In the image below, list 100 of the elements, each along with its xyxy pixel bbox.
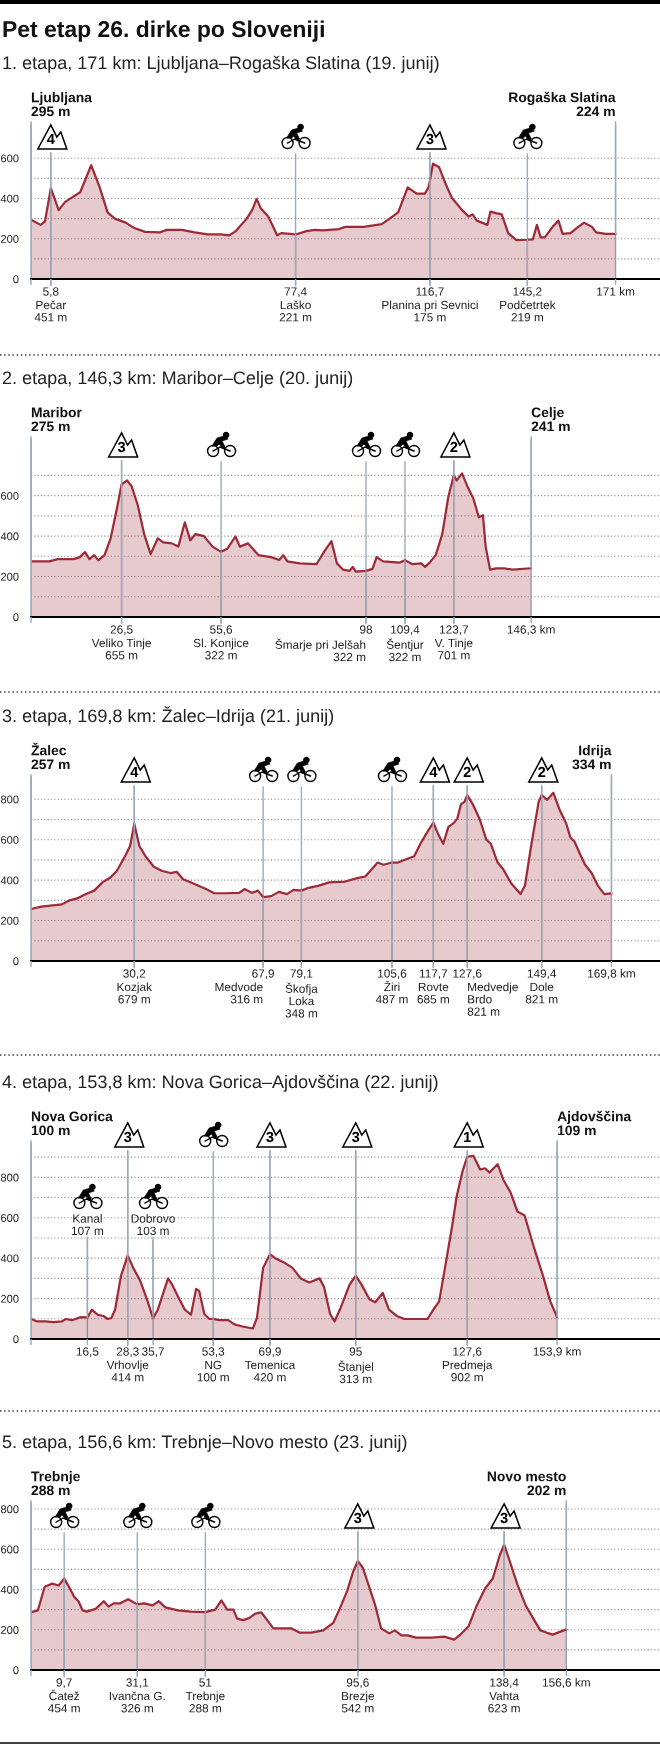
x-tick-label: 16,5 [76, 1347, 99, 1358]
y-tick-label: 400 [0, 1585, 19, 1594]
annotation: 1 [464, 1131, 471, 1142]
x-tick-label: 95,6 [346, 1678, 369, 1689]
chart-subtitle: 2. etapa, 146,3 km: Maribor–Celje (20. junij) [2, 370, 353, 388]
y-tick-label: 800 [0, 795, 19, 804]
annotation: Idrija 334 m [572, 745, 612, 770]
y-tick-label: 200 [1, 1626, 19, 1634]
annotation: 2 [463, 766, 471, 777]
annotation: Ivančna G. 326 m [109, 1691, 165, 1713]
x-tick-label: 169,8 km [588, 969, 635, 980]
x-tick-label: 123,7 [440, 625, 469, 636]
x-tick-label: 79,1 [290, 969, 313, 980]
y-tick-label: 800 [0, 1505, 19, 1514]
annotation: 2 [450, 441, 458, 452]
annotation: 3 [352, 1131, 360, 1143]
y-tick-label: 200 [1, 235, 19, 243]
annotation: Veliko Tinje 655 m [91, 638, 151, 660]
annotation: Vrhovlje 414 m [106, 1360, 149, 1382]
annotation: Dobrovo 103 m [131, 1214, 175, 1236]
annotation: Brezje 542 m [341, 1691, 375, 1713]
x-tick-label: 67,9 [252, 969, 275, 980]
annotation: Šentjur 322 m [386, 638, 424, 662]
y-tick-label: 600 [1, 1545, 19, 1554]
y-tick-label: 400 [0, 1254, 19, 1263]
annotation: 3 [117, 441, 126, 453]
annotation: Žalec 257 m [31, 742, 70, 770]
annotation: Trebnje 288 m [31, 1471, 80, 1496]
x-tick-label: 138,4 [490, 1678, 519, 1689]
annotation: Ljubljana 295 m [31, 92, 93, 117]
y-tick-label: 0 [13, 957, 19, 966]
chart-subtitle: 5. etapa, 156,6 km: Trebnje–Novo mesto (23. junij) [2, 1434, 407, 1452]
annotation: 3 [426, 133, 434, 145]
x-tick-label: 35,7 [142, 1347, 164, 1358]
y-tick-label: 400 [0, 532, 19, 541]
annotation: NG 100 m [197, 1360, 229, 1382]
x-tick-label: 109,4 [391, 625, 420, 636]
annotation: 3 [354, 1512, 362, 1524]
x-tick-label: 31,1 [126, 1678, 149, 1689]
annotation: 4 [130, 766, 139, 777]
y-tick-label: 800 [0, 1173, 19, 1182]
y-tick-label: 200 [1, 1294, 19, 1303]
annotation: Rogaška Slatina 224 m [509, 91, 616, 117]
x-tick-label: 5,8 [43, 287, 59, 298]
y-tick-label: 200 [1, 916, 19, 925]
x-tick-label: 127,6 [453, 969, 482, 980]
y-tick-label: 400 [0, 876, 19, 885]
annotation: Temenica 420 m [244, 1360, 296, 1382]
annotation: Čatež 454 m [48, 1689, 80, 1713]
y-tick-label: 200 [1, 572, 19, 581]
chart-subtitle: 3. etapa, 169,8 km: Žalec–Idrija (21. junij) [2, 706, 334, 726]
annotation: 2 [538, 766, 546, 777]
x-tick-label: 51 [199, 1678, 212, 1687]
x-tick-label: 95 [349, 1347, 362, 1356]
annotation: Novo mesto 202 m [487, 1471, 566, 1496]
x-tick-label: 149,4 [527, 969, 557, 980]
x-tick-label: 171 km [597, 287, 635, 296]
annotation: 4 [46, 133, 55, 144]
x-tick-label: 116,7 [416, 287, 444, 298]
annotation: Maribor 275 m [31, 407, 82, 432]
annotation: Ajdovščina 109 m [557, 1110, 632, 1136]
annotation: Laško 221 m [279, 300, 312, 322]
x-tick-label: 127,6 [453, 1347, 482, 1358]
annotation: Dole 821 m [525, 982, 558, 1004]
annotation: 3 [124, 1131, 132, 1143]
y-tick-label: 0 [13, 1335, 19, 1344]
annotation: Žiri 487 m [375, 980, 408, 1004]
x-tick-label: 30,2 [123, 969, 146, 980]
y-tick-label: 0 [13, 1666, 19, 1675]
x-tick-label: 9,7 [56, 1678, 72, 1689]
x-tick-label: 28,3 [116, 1347, 139, 1358]
annotation: Štanjel 313 m [338, 1360, 374, 1384]
y-tick-label: 600 [1, 1214, 19, 1222]
annotation: 3 [500, 1512, 508, 1524]
y-tick-label: 400 [0, 194, 19, 203]
y-tick-label: 600 [1, 491, 19, 500]
x-tick-label: 156,6 km [542, 1678, 590, 1689]
x-tick-label: 117,7 [419, 969, 448, 980]
annotation: Nova Gorica 100 m [31, 1111, 113, 1136]
x-tick-label: 98 [360, 625, 373, 634]
annotation: Medvedje Brdo 821 m [467, 982, 518, 1016]
annotation: Kozjak 679 m [117, 982, 152, 1004]
annotation: Medvode 316 m [215, 982, 263, 1004]
x-tick-label: 26,5 [110, 625, 133, 636]
annotation: 4 [429, 766, 438, 777]
chart-title: Pet etap 26. dirke po Sloveniji [3, 20, 324, 42]
x-tick-label: 146,3 km [507, 625, 555, 636]
chart-subtitle: 1. etapa, 171 km: Ljubljana–Rogaška Slatina (19. junij) [3, 55, 439, 73]
annotation: Predmeja 902 m [442, 1360, 493, 1382]
annotation: Kanal 107 m [71, 1214, 104, 1236]
annotation: Podčetrtek 219 m [500, 300, 556, 322]
annotation: Pečar 451 m [34, 300, 67, 322]
y-tick-label: 600 [1, 154, 19, 163]
annotation: 3 [266, 1131, 274, 1143]
x-tick-label: 53,3 [202, 1347, 225, 1358]
x-tick-label: 69,9 [259, 1347, 281, 1358]
annotation: Škofja Loka 348 m [285, 982, 318, 1018]
annotation: Rovte 685 m [417, 982, 449, 1004]
y-tick-label: 600 [1, 835, 19, 844]
annotation: Sl. Konjice 322 m [193, 638, 249, 660]
